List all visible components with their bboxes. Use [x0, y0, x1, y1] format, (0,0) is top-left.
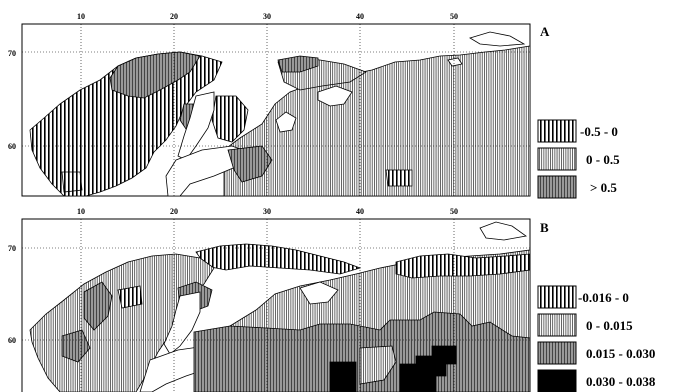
- lat-tick-label: 60: [8, 142, 16, 151]
- land-regions: [29, 221, 531, 392]
- legend-swatch: [537, 313, 577, 337]
- region-norway-dark: [83, 281, 113, 331]
- legend-swatch: [537, 369, 577, 392]
- panel-letter: B: [540, 220, 549, 235]
- lon-tick-label: 20: [170, 12, 178, 21]
- region-ne-coast: [395, 253, 531, 279]
- legend-label: 0 - 0.5: [586, 152, 620, 167]
- region-finland: [211, 95, 249, 143]
- map-panel-b: 10 20 30 40 50 70 60: [8, 207, 656, 392]
- region-kola-dark: [277, 55, 319, 73]
- lon-tick-label: 10: [77, 207, 85, 216]
- legend-label: -0.016 - 0: [578, 290, 629, 305]
- graticule: [22, 219, 530, 392]
- region-norway-dark-3: [61, 329, 91, 363]
- legend-label: -0.5 - 0: [580, 124, 618, 139]
- region-white-sea: [299, 281, 339, 305]
- legend-label: 0 - 0.015: [586, 318, 633, 333]
- legend-swatch: [537, 147, 577, 171]
- region-mainland: [223, 45, 531, 197]
- lon-tick-label: 10: [77, 12, 85, 21]
- region-black-2: [399, 345, 457, 392]
- region-black-1: [329, 361, 357, 392]
- legend-swatch: [537, 119, 577, 143]
- lat-tick-label: 70: [8, 49, 16, 58]
- legend-label: 0.015 - 0.030: [586, 346, 655, 361]
- region-norway-north-dark: [109, 51, 201, 99]
- region-denmark: [61, 171, 83, 193]
- legend-swatch: [537, 341, 577, 365]
- graticule: [22, 24, 530, 196]
- lon-tick-label: 40: [356, 12, 364, 21]
- region-island-small: [447, 57, 463, 67]
- region-norway-wide: [117, 285, 143, 309]
- panel-letter: A: [540, 24, 550, 39]
- lon-tick-label: 50: [450, 12, 458, 21]
- lon-tick-label: 20: [170, 207, 178, 216]
- lon-tick-label: 40: [356, 207, 364, 216]
- region-white-sea: [317, 85, 353, 107]
- legend-a: -0.5 - 0 0 - 0.5 > 0.5: [537, 119, 620, 199]
- region-islands: [469, 31, 526, 47]
- lon-tick-label: 30: [263, 12, 271, 21]
- legend-swatch: [537, 175, 577, 199]
- region-islands: [479, 221, 528, 241]
- lat-tick-label: 60: [8, 336, 16, 345]
- lat-tick-label: 70: [8, 244, 16, 253]
- legend-b: -0.016 - 0 0 - 0.015 0.015 - 0.030 0.030…: [537, 285, 656, 392]
- region-gulf-bothnia: [177, 91, 215, 161]
- lon-tick-label: 30: [263, 207, 271, 216]
- region-baltic: [165, 145, 249, 197]
- legend-label: 0.030 - 0.038: [586, 374, 656, 389]
- region-lake: [385, 169, 413, 187]
- lon-tick-label: 50: [450, 207, 458, 216]
- map-panel-a: 10 20 30 40 50 70 60: [8, 12, 620, 199]
- legend-label: > 0.5: [590, 180, 617, 195]
- legend-swatch: [537, 285, 577, 309]
- region-lake-white: [275, 111, 297, 133]
